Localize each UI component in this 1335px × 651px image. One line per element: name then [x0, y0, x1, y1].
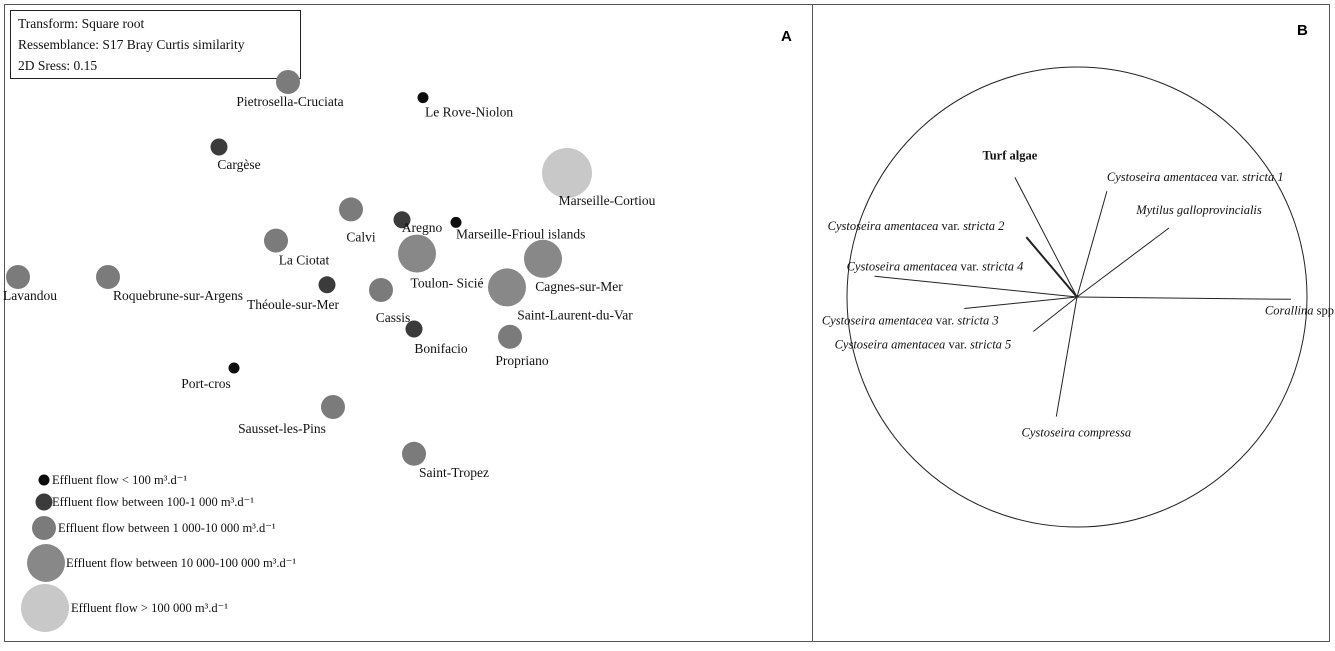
- vector-label-cystoseira-amentacea-var-stricta-1: Cystoseira amentacea var. stricta 1: [1107, 170, 1284, 184]
- site-point-le-rove-niolon: [417, 92, 429, 104]
- site-point-port-cros: [228, 362, 240, 374]
- info-transform: Transform: Square root: [18, 16, 144, 31]
- legend-swatch-c100_1000: [35, 493, 53, 511]
- site-point-theoule-sur-mer: [318, 276, 336, 294]
- vector-cystoseira-amentacea-var-stricta-1: [1076, 191, 1108, 298]
- site-label-calvi: Calvi: [346, 229, 375, 244]
- legend-swatch-gt100000: [21, 584, 69, 632]
- site-label-lavandou: Lavandou: [3, 288, 57, 303]
- vector-mytilus-galloprovincialis: [1076, 227, 1170, 298]
- site-point-lavandou: [6, 265, 30, 289]
- panel-b-correlation-circle: B Turf algae Cystoseira amentacea var. st…: [822, 22, 1335, 528]
- size-legend: Effluent flow < 100 m³.d⁻¹ Effluent flow …: [21, 473, 296, 632]
- site-label-propriano: Propriano: [495, 353, 548, 368]
- site-label-cargese: Cargèse: [217, 157, 260, 172]
- info-stress: 2D Sress: 0.15: [18, 58, 97, 73]
- site-label-cassis: Cassis: [376, 310, 411, 325]
- vector-cystoseira-amentacea-var-stricta-3: [964, 296, 1078, 309]
- vector-cystoseira-amentacea-var-stricta-2: [1025, 236, 1078, 298]
- site-label-cagnes-sur-mer: Cagnes-sur-Mer: [535, 279, 623, 294]
- legend-swatch-c1000_10000: [32, 516, 56, 540]
- site-label-marseille-frioul-islands: Marseille-Frioul islands: [456, 226, 585, 241]
- site-point-marseille-cortiou: [542, 148, 592, 198]
- vector-label-cystoseira-amentacea-var-stricta-4: Cystoseira amentacea var. stricta 4: [847, 259, 1024, 273]
- site-label-toulon-sicie: Toulon- Sicié: [411, 276, 484, 291]
- legend-label-c1000_10000: Effluent flow between 1 000-10 000 m³.d⁻…: [58, 521, 276, 535]
- site-label-roquebrune-sur-argens: Roquebrune-sur-Argens: [113, 288, 243, 303]
- site-label-port-cros: Port-cros: [181, 376, 231, 391]
- info-resemblance: Ressemblance: S17 Bray Curtis similarity: [18, 37, 245, 52]
- vector-cystoseira-amentacea-var-stricta-4: [874, 275, 1078, 298]
- site-point-marseille-frioul-islands: [450, 216, 462, 228]
- vector-label-cystoseira-compressa: Cystoseira compressa: [1021, 426, 1131, 440]
- legend-swatch-lt100: [38, 474, 50, 486]
- site-label-saint-tropez: Saint-Tropez: [419, 465, 489, 480]
- site-point-toulon-sicie: [398, 234, 436, 273]
- site-point-aregno: [393, 211, 411, 229]
- panel-letter-b: B: [1297, 22, 1308, 39]
- legend-label-c10000_100000: Effluent flow between 10 000-100 000 m³.…: [66, 556, 296, 570]
- site-point-saint-laurent-du-var: [488, 268, 526, 307]
- legend-label-lt100: Effluent flow < 100 m³.d⁻¹: [52, 473, 187, 487]
- site-point-cagnes-sur-mer: [524, 239, 562, 278]
- vector-label-cystoseira-amentacea-var-stricta-2: Cystoseira amentacea var. stricta 2: [828, 219, 1005, 233]
- legend-label-c100_1000: Effluent flow between 100-1 000 m³.d⁻¹: [52, 495, 254, 509]
- site-point-cargese: [210, 138, 228, 156]
- site-point-propriano: [498, 324, 522, 349]
- vector-label-corallina-spp: Corallina spp.: [1265, 303, 1335, 317]
- vector-turf-algae: [1014, 177, 1078, 298]
- site-label-saint-laurent-du-var: Saint-Laurent-du-Var: [517, 307, 633, 322]
- site-point-saint-tropez: [402, 441, 426, 466]
- vector-label-mytilus-galloprovincialis: Mytilus galloprovincialis: [1135, 203, 1262, 217]
- site-label-pietrosella-cruciata: Pietrosella-Cruciata: [236, 94, 343, 109]
- vector-label-cystoseira-amentacea-var-stricta-5: Cystoseira amentacea var. stricta 5: [835, 338, 1012, 352]
- panel-a-ordination: Transform: Square root Ressemblance: S17…: [3, 10, 792, 632]
- correlation-circle: [846, 66, 1308, 528]
- site-point-roquebrune-sur-argens: [96, 265, 120, 289]
- species-vectors: Turf algae Cystoseira amentacea var. stri…: [822, 148, 1335, 439]
- legend-swatch-c10000_100000: [27, 544, 65, 582]
- site-point-cassis: [369, 278, 393, 302]
- figure-frame: [4, 4, 1330, 642]
- site-point-sausset-les-pins: [321, 395, 345, 419]
- site-point-calvi: [339, 197, 363, 222]
- vector-corallina-spp: [1076, 296, 1291, 300]
- vector-label-turf-algae: Turf algae: [983, 148, 1038, 162]
- info-box: [10, 10, 301, 79]
- site-label-aregno: Aregno: [402, 220, 443, 235]
- vector-label-cystoseira-amentacea-var-stricta-3: Cystoseira amentacea var. stricta 3: [822, 314, 999, 328]
- vector-cystoseira-amentacea-var-stricta-5: [1032, 296, 1078, 332]
- site-points: Pietrosella-Cruciata Le Rove-Niolon Cargès…: [3, 70, 656, 480]
- site-label-theoule-sur-mer: Théoule-sur-Mer: [247, 297, 339, 312]
- site-label-sausset-les-pins: Sausset-les-Pins: [238, 421, 326, 436]
- site-point-la-ciotat: [264, 228, 288, 253]
- site-point-bonifacio: [405, 320, 423, 338]
- site-label-marseille-cortiou: Marseille-Cortiou: [559, 193, 656, 208]
- site-label-bonifacio: Bonifacio: [414, 341, 467, 356]
- site-point-pietrosella-cruciata: [276, 70, 300, 94]
- panel-letter-a: A: [781, 28, 792, 45]
- legend-label-gt100000: Effluent flow > 100 000 m³.d⁻¹: [71, 601, 228, 615]
- vector-cystoseira-compressa: [1055, 296, 1078, 417]
- site-label-le-rove-niolon: Le Rove-Niolon: [425, 105, 513, 120]
- site-label-la-ciotat: La Ciotat: [279, 253, 330, 268]
